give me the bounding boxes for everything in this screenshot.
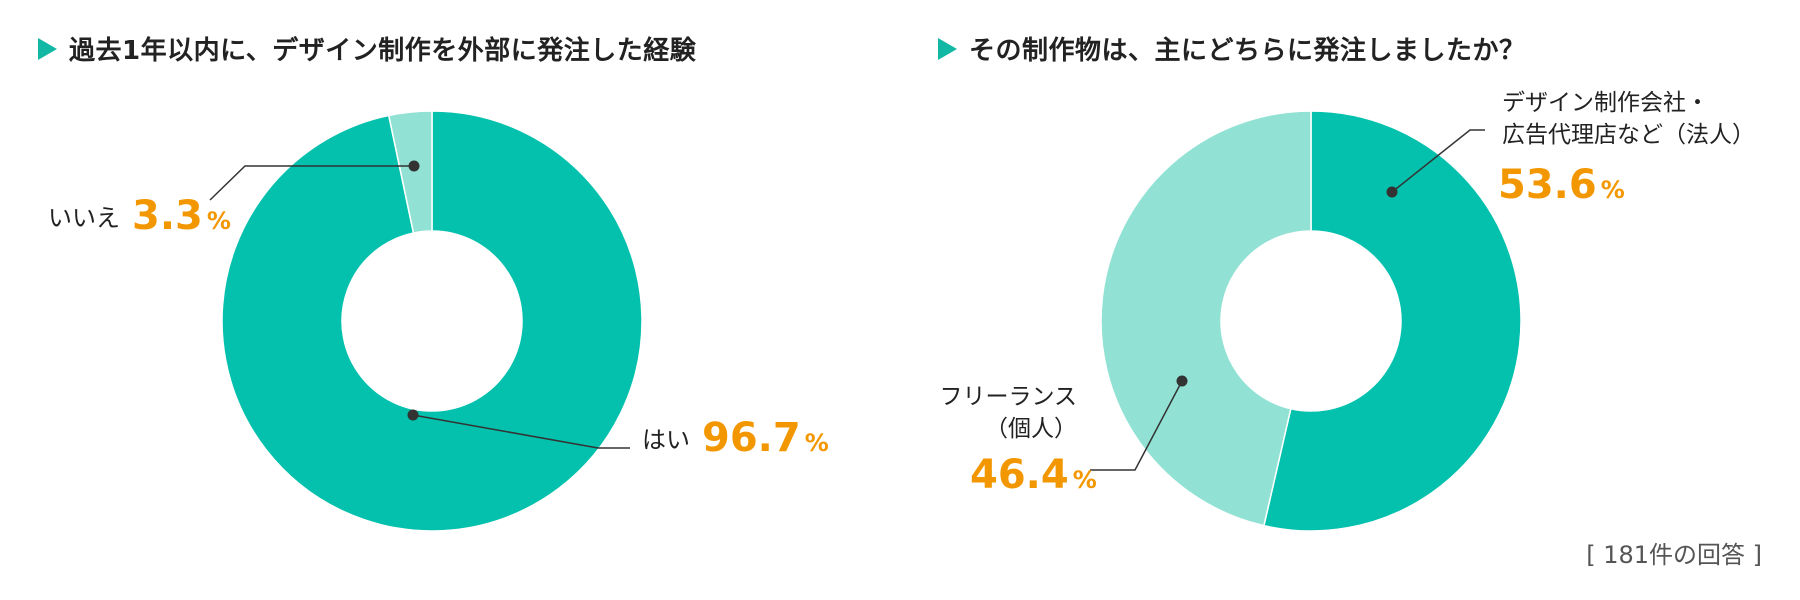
leader-line [412,414,630,449]
donut-chart-left: はい 96.7 % いいえ 3.3% [48,110,829,532]
leader-dot [1386,186,1398,198]
chart-panel-right: その制作物は、主にどちらに発注しましたか？ デザイン制作会社・広告代理店など（法… [900,0,1800,600]
chart-panel-left: 過去1年以内に、デザイン制作を外部に発注した経験 はい 96.7% いいえ 3.3% [38,30,829,532]
slice-label: いいえ [48,204,120,232]
slice-unit: % [1601,176,1625,204]
slice-label: フリーランス [939,384,1077,410]
donut-slice [221,110,643,532]
leader-line [209,165,414,201]
leader-dot [1176,375,1188,387]
slice-value: 3.3 [132,193,203,239]
triangle-marker-icon [38,37,57,60]
leader-dot [407,409,419,421]
response-count-note: [ 181件の回答 ] [1586,541,1762,569]
donut-slice [387,110,433,234]
chart-title-row: 過去1年以内に、デザイン制作を外部に発注した経験 [38,30,696,67]
chart-title-row: その制作物は、主にどちらに発注しましたか？ [938,30,1526,67]
slice-label: はい [642,426,690,454]
slice-value: 53.6 [1498,162,1597,208]
triangle-marker-icon [938,37,957,60]
leader-line [1391,129,1485,193]
slice-label: デザイン制作会社・ [1502,90,1709,116]
slice-unit: % [805,429,829,457]
donut-chart-right: デザイン制作会社・広告代理店など（法人） 53.6 % フリーランス （個人） 46.4% [939,90,1755,532]
donut-slice [1263,110,1522,532]
slice-value: 96.7 [702,415,801,461]
chart-title: その制作物は、主にどちらに発注しましたか？ [969,36,1526,66]
donut-slice [1100,110,1312,527]
slice-value: 46.4 [970,452,1069,498]
leader-line [1090,380,1183,471]
leader-dot [408,160,420,172]
slice-label: 広告代理店など（法人） [1502,122,1755,148]
slice-unit: % [1073,466,1097,494]
slice-label: （個人） [985,416,1077,442]
slice-unit: % [207,207,231,235]
chart-title: 過去1年以内に、デザイン制作を外部に発注した経験 [69,36,697,66]
